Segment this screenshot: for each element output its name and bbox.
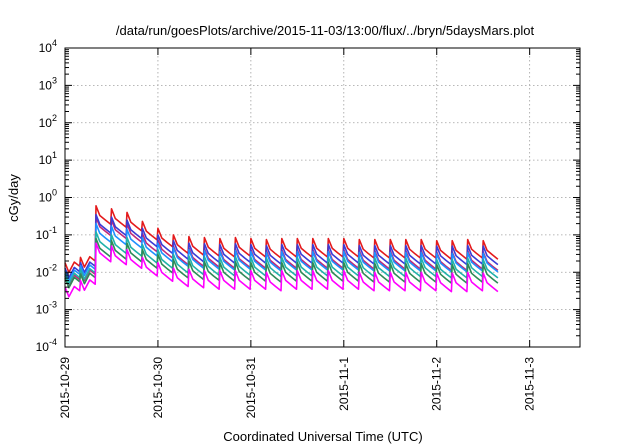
x-tick-label: 2015-11-1 bbox=[337, 357, 351, 411]
chart-title: /data/run/goesPlots/archive/2015-11-03/1… bbox=[116, 23, 535, 38]
y-axis: 10-4 10-3 10-2 10-1 100 101 102 103 104 bbox=[36, 38, 580, 354]
series-line bbox=[64, 242, 499, 298]
y-tick-label: 10-1 bbox=[36, 225, 57, 242]
x-axis-label: Coordinated Universal Time (UTC) bbox=[223, 429, 422, 444]
series-layer bbox=[64, 205, 499, 298]
x-tick-label: 2015-10-30 bbox=[151, 357, 165, 419]
x-tick-label: 2015-10-29 bbox=[58, 357, 72, 419]
y-tick-label: 102 bbox=[39, 113, 57, 130]
y-tick-label: 101 bbox=[39, 150, 57, 167]
grid bbox=[65, 48, 580, 347]
y-tick-label: 10-2 bbox=[36, 262, 57, 279]
y-tick-label: 103 bbox=[39, 75, 57, 92]
x-tick-label: 2015-11-2 bbox=[430, 357, 444, 411]
y-tick-label: 10-4 bbox=[36, 337, 57, 354]
y-tick-label: 100 bbox=[39, 188, 57, 205]
x-tick-label: 2015-10-31 bbox=[244, 357, 258, 419]
y-tick-label: 104 bbox=[39, 38, 57, 55]
x-axis: 2015-10-29 2015-10-30 2015-10-31 2015-11-1 2… bbox=[58, 48, 537, 418]
x-tick-label: 2015-11-3 bbox=[523, 357, 537, 411]
y-tick-label: 10-3 bbox=[36, 300, 57, 317]
y-axis-label: cGy/day bbox=[6, 174, 21, 222]
